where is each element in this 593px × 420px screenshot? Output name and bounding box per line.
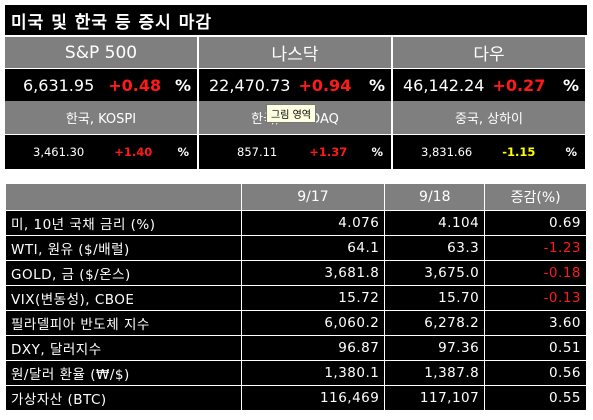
value-date-1: 1,380.1 — [240, 360, 386, 386]
change-percent: -1.23 — [484, 235, 587, 261]
chart-area-tooltip: 그림 영역 — [266, 104, 316, 123]
percent-sign: % — [565, 145, 577, 159]
value-date-2: 3,675.0 — [384, 260, 486, 286]
index-price: 3,831.66 — [421, 145, 473, 159]
index-change: +1.37 — [309, 145, 348, 159]
row-label: 가상자산 (BTC) — [5, 385, 242, 411]
percent-sign: % — [177, 145, 189, 159]
index-value-kospi: 3,461.30 +1.40 % — [5, 135, 199, 169]
header-label — [5, 183, 242, 211]
value-date-1: 116,469 — [240, 385, 386, 411]
percent-sign: % — [371, 145, 383, 159]
value-date-2: 15.70 — [384, 285, 486, 311]
value-date-1: 96.87 — [240, 335, 386, 361]
index-value-dow: 46,142.24 +0.27 % — [393, 69, 587, 101]
change-percent: 3.60 — [484, 310, 587, 336]
change-percent: -0.18 — [484, 260, 587, 286]
row-label: 미, 10년 국채 금리 (%) — [5, 210, 242, 236]
percent-sign: % — [368, 75, 385, 95]
row-label: 원/달러 환율 (₩/$) — [5, 360, 242, 386]
table-row: VIX(변동성), CBOE 15.72 15.70 -0.13 — [5, 285, 587, 311]
table-row: 가상자산 (BTC) 116,469 117,107 0.55 — [5, 385, 587, 411]
table-row: 미, 10년 국채 금리 (%) 4.076 4.104 0.69 — [5, 210, 587, 236]
value-date-2: 117,107 — [384, 385, 486, 411]
row-label: WTI, 원유 ($/배럴) — [5, 235, 242, 261]
header-date-1: 9/17 — [240, 183, 386, 211]
index-change: +0.94 — [298, 75, 352, 95]
index-price: 6,631.95 — [23, 75, 95, 95]
value-date-2: 1,387.8 — [384, 360, 486, 386]
index-name-dow: 다우 — [393, 37, 587, 69]
row-label: 필라델피아 반도체 지수 — [5, 310, 242, 336]
header-date-2: 9/18 — [384, 183, 486, 211]
index-price: 46,142.24 — [403, 75, 485, 95]
value-date-2: 6,278.2 — [384, 310, 486, 336]
table-row: GOLD, 금 ($/온스) 3,681.8 3,675.0 -0.18 — [5, 260, 587, 286]
index-change: +0.48 — [108, 75, 162, 95]
change-percent: 0.51 — [484, 335, 587, 361]
change-percent: 0.69 — [484, 210, 587, 236]
percent-sign: % — [562, 75, 579, 95]
index-name-shanghai: 중국, 상하이 — [393, 101, 587, 135]
table-row: DXY, 달러지수 96.87 97.36 0.51 — [5, 335, 587, 361]
page-title: 미국 및 한국 등 증시 마감 — [5, 5, 587, 35]
value-date-1: 15.72 — [240, 285, 386, 311]
index-value-shanghai: 3,831.66 -1.15 % — [393, 135, 587, 169]
index-price: 857.11 — [237, 145, 278, 159]
value-date-1: 3,681.8 — [240, 260, 386, 286]
market-data-table: 9/17 9/18 증감(%) 미, 10년 국채 금리 (%) 4.076 4.1… — [5, 183, 587, 411]
row-label: GOLD, 금 ($/온스) — [5, 260, 242, 286]
table-row: 원/달러 환율 (₩/$) 1,380.1 1,387.8 0.56 — [5, 360, 587, 386]
table-row: WTI, 원유 ($/배럴) 64.1 63.3 -1.23 — [5, 235, 587, 261]
row-label: DXY, 달러지수 — [5, 335, 242, 361]
value-date-1: 6,060.2 — [240, 310, 386, 336]
change-percent: -0.13 — [484, 285, 587, 311]
table-row: 필라델피아 반도체 지수 6,060.2 6,278.2 3.60 — [5, 310, 587, 336]
index-name-sp500: S&P 500 — [5, 37, 199, 69]
table-header-row: 9/17 9/18 증감(%) — [5, 183, 587, 211]
change-percent: 0.56 — [484, 360, 587, 386]
value-date-2: 63.3 — [384, 235, 486, 261]
value-date-2: 4.104 — [384, 210, 486, 236]
header-change: 증감(%) — [484, 183, 587, 211]
value-date-1: 4.076 — [240, 210, 386, 236]
index-price: 22,470.73 — [209, 75, 291, 95]
index-value-sp500: 6,631.95 +0.48 % — [5, 69, 199, 101]
index-name-nasdaq: 나스닥 — [199, 37, 393, 69]
row-label: VIX(변동성), CBOE — [5, 285, 242, 311]
value-date-2: 97.36 — [384, 335, 486, 361]
percent-sign: % — [174, 75, 191, 95]
index-change: +0.27 — [492, 75, 546, 95]
change-percent: 0.55 — [484, 385, 587, 411]
index-change: -1.15 — [502, 145, 536, 159]
index-summary-grid: S&P 500 나스닥 다우 6,631.95 +0.48 % 22,470.7… — [5, 37, 587, 169]
value-date-1: 64.1 — [240, 235, 386, 261]
index-value-nasdaq: 22,470.73 +0.94 % — [199, 69, 393, 101]
index-change: +1.40 — [114, 145, 153, 159]
index-name-kospi: 한국, KOSPI — [5, 101, 199, 135]
index-price: 3,461.30 — [33, 145, 85, 159]
index-value-kosdaq: 857.11 +1.37 % — [199, 135, 393, 169]
